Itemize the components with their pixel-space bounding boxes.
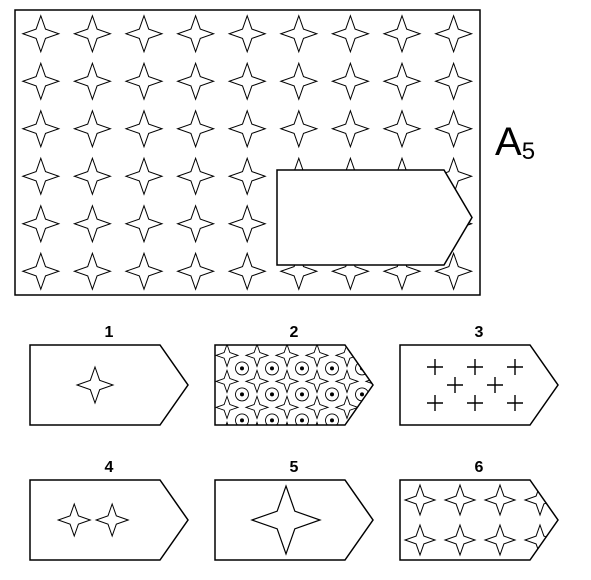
option-label: 2 [290, 324, 299, 341]
star-icon [178, 158, 214, 194]
star-icon [229, 16, 265, 52]
star-icon [332, 63, 368, 99]
star-icon [74, 111, 110, 147]
star-icon [23, 253, 59, 289]
option-label: 6 [475, 459, 484, 476]
star-icon [74, 206, 110, 242]
star-icon [74, 63, 110, 99]
star-icon [126, 63, 162, 99]
star-icon [332, 16, 368, 52]
star-icon [281, 63, 317, 99]
puzzle-title: A5 [495, 120, 535, 165]
star-icon [74, 253, 110, 289]
missing-piece-outline [277, 170, 472, 265]
option-label: 3 [475, 324, 484, 341]
star-icon [178, 111, 214, 147]
option-label: 1 [105, 324, 114, 341]
star-icon [332, 111, 368, 147]
option-label: 4 [105, 459, 114, 476]
star-icon [23, 158, 59, 194]
star-icon [229, 253, 265, 289]
star-icon [178, 253, 214, 289]
star-icon [384, 111, 420, 147]
star-icon [23, 16, 59, 52]
star-icon [281, 111, 317, 147]
star-icon [126, 111, 162, 147]
star-icon [23, 111, 59, 147]
star-icon [436, 16, 472, 52]
star-icon [178, 206, 214, 242]
star-icon [74, 158, 110, 194]
star-icon [229, 111, 265, 147]
star-icon [74, 16, 110, 52]
star-icon [384, 16, 420, 52]
star-icon [281, 16, 317, 52]
star-icon [229, 158, 265, 194]
star-icon [436, 63, 472, 99]
option-label: 5 [290, 459, 299, 476]
option-4[interactable] [30, 480, 188, 560]
svg-root: A5 1 2 3 4 5 6 [0, 0, 591, 580]
star-icon [229, 206, 265, 242]
star-icon [384, 63, 420, 99]
star-icon [23, 206, 59, 242]
option-5[interactable] [215, 480, 373, 560]
star-icon [178, 63, 214, 99]
star-icon [229, 63, 265, 99]
main-panel [15, 10, 480, 295]
star-icon [126, 206, 162, 242]
star-icon [23, 63, 59, 99]
star-icon [126, 158, 162, 194]
option-2[interactable] [215, 344, 429, 453]
option-1[interactable] [30, 345, 188, 425]
option-3[interactable] [400, 345, 558, 425]
puzzle-a5: { "title": { "letter": "A", "sub": "5", … [0, 0, 591, 580]
star-icon [126, 253, 162, 289]
star-icon [436, 111, 472, 147]
star-icon [126, 16, 162, 52]
star-icon [178, 16, 214, 52]
option-6[interactable] [400, 480, 558, 560]
